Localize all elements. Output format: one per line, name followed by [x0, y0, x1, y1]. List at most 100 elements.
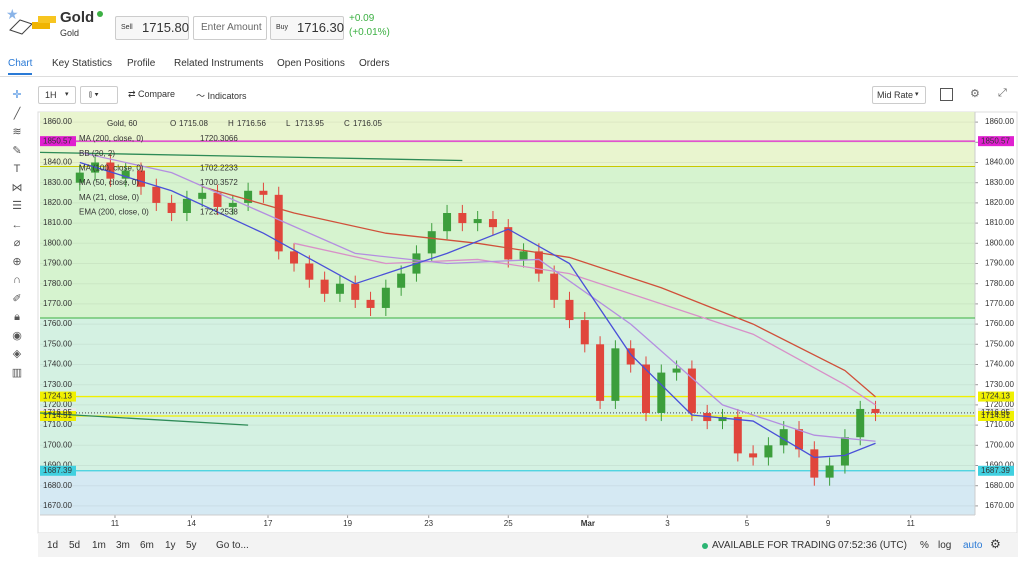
y-tick-label-left: 1770.00: [43, 299, 72, 308]
y-tick-label-left: 1760.00: [43, 319, 72, 328]
y-tick-label-left: 1750.00: [43, 339, 72, 348]
range-button[interactable]: 1y: [165, 540, 176, 551]
tool[interactable]: ∩: [13, 274, 21, 286]
candle-body: [565, 299, 574, 321]
settings-icon[interactable]: ⚙: [970, 88, 980, 100]
price-level-label: 1687.39: [981, 466, 1010, 475]
tool[interactable]: ⌀: [13, 237, 21, 249]
x-tick-label: 5: [745, 519, 750, 528]
indicator-line: [293, 242, 876, 406]
y-tick-label: 1730.00: [985, 380, 1014, 389]
zone: [40, 318, 975, 471]
buy-button[interactable]: Buy 1716.30: [270, 16, 344, 40]
y-tick-label-left: 1840.00: [43, 158, 72, 167]
y-tick-label: 1850.00: [985, 137, 1014, 146]
candle-body: [366, 299, 375, 308]
settings-icon[interactable]: ⚙: [990, 537, 1001, 551]
price-level-label-left-bg: [40, 407, 76, 418]
log-toggle[interactable]: log: [938, 540, 952, 551]
tool[interactable]: 🔒︎: [14, 311, 20, 323]
tool[interactable]: ≋: [12, 126, 22, 138]
price-level-label: 1850.57: [981, 136, 1010, 145]
candle-body: [320, 279, 329, 294]
candle-body: [351, 283, 360, 300]
y-tick-label-left: 1790.00: [43, 259, 72, 268]
indicator-name: EMA (200, close, 0): [79, 208, 149, 217]
tool[interactable]: ╱: [13, 107, 21, 120]
sell-button[interactable]: Sell 1715.80: [115, 16, 189, 40]
range-button[interactable]: 6m: [140, 540, 154, 551]
interval-select[interactable]: 1H ▾: [38, 86, 76, 104]
tool[interactable]: ✛: [12, 89, 22, 101]
x-tick-label: 11: [111, 519, 120, 528]
range-button[interactable]: 5d: [69, 540, 81, 551]
ohlc-key: L: [286, 119, 291, 128]
range-button[interactable]: 3m: [116, 540, 130, 551]
y-tick-label: 1680.00: [985, 481, 1014, 490]
price-level-label-bg: [978, 407, 1014, 418]
y-tick-label-left: 1710.00: [43, 420, 72, 429]
tab[interactable]: Orders: [359, 58, 390, 69]
indicator-name: MA (200, close, 0): [79, 134, 144, 143]
price-level-label-bg: [978, 465, 1014, 476]
y-tick-label-left: 1850.00: [43, 137, 72, 146]
tool[interactable]: ✐: [12, 292, 22, 305]
rate-select[interactable]: Mid Rate ▾: [872, 86, 926, 104]
tool[interactable]: ⋈: [11, 181, 23, 194]
tool[interactable]: ▥: [11, 366, 23, 379]
percent-toggle[interactable]: %: [920, 540, 929, 551]
indicators-button[interactable]: 〜 Indicators: [196, 91, 247, 101]
range-button[interactable]: 1d: [47, 540, 59, 551]
y-tick-label: 1820.00: [985, 198, 1014, 207]
compare-button[interactable]: ⇄ Compare: [128, 89, 176, 99]
candle-body: [152, 186, 161, 203]
price-level-label: 1716.05: [981, 408, 1010, 417]
tab[interactable]: Open Positions: [277, 58, 345, 69]
ohlc-value: 1713.95: [295, 119, 324, 128]
indicators-label: Indicators: [207, 91, 247, 101]
candle-body: [121, 170, 130, 179]
star-icon[interactable]: ★: [6, 6, 19, 22]
y-tick-label-left: 1800.00: [43, 238, 72, 247]
fullscreen-box[interactable]: [940, 88, 953, 101]
y-tick-label: 1760.00: [985, 319, 1014, 328]
y-tick-label-left: 1670.00: [43, 501, 72, 510]
tab[interactable]: Key Statistics: [52, 58, 113, 69]
candle-body: [596, 344, 605, 401]
candle-body: [427, 231, 436, 254]
tool[interactable]: ◈: [12, 348, 22, 360]
y-tick-label-left: 1730.00: [43, 380, 72, 389]
x-tick-label: 17: [264, 519, 273, 528]
tool[interactable]: ☰: [12, 200, 22, 212]
y-tick-label-left: 1700.00: [43, 440, 72, 449]
chart-type-select[interactable]: ⫾ ▾: [80, 86, 118, 104]
tab[interactable]: Related Instruments: [174, 58, 264, 69]
tool[interactable]: ⊕: [12, 255, 22, 268]
range-button[interactable]: 1m: [92, 540, 106, 551]
indicator-line: [79, 151, 876, 442]
y-tick-label-left: 1680.00: [43, 481, 72, 490]
tool[interactable]: ✎: [12, 144, 22, 157]
candle-body: [641, 364, 650, 413]
indicator-line: [79, 161, 876, 459]
range-button[interactable]: 5y: [186, 540, 197, 551]
x-tick-label: 23: [424, 519, 433, 528]
tab[interactable]: Chart: [8, 58, 33, 75]
x-tick-label: 3: [665, 519, 670, 528]
candle-body: [182, 198, 191, 214]
expand-icon[interactable]: ⤢: [998, 87, 1007, 99]
tool[interactable]: ◉: [12, 329, 22, 342]
price-level-label: 1714.51: [981, 411, 1010, 420]
goto-button[interactable]: Go to...: [216, 540, 249, 551]
trading-status: AVAILABLE FOR TRADING: [712, 540, 836, 551]
tool[interactable]: T: [13, 163, 21, 175]
tab[interactable]: Profile: [127, 58, 156, 69]
candle-body: [473, 219, 482, 224]
price-level-label-left-bg: [40, 465, 76, 476]
tool[interactable]: ←: [11, 218, 23, 231]
ohlc-key: H: [228, 119, 234, 128]
price-level-label-left-bg: [40, 136, 76, 147]
candle-body: [443, 213, 452, 232]
auto-toggle[interactable]: auto: [963, 540, 983, 551]
amount-input[interactable]: Enter Amount: [193, 16, 267, 40]
